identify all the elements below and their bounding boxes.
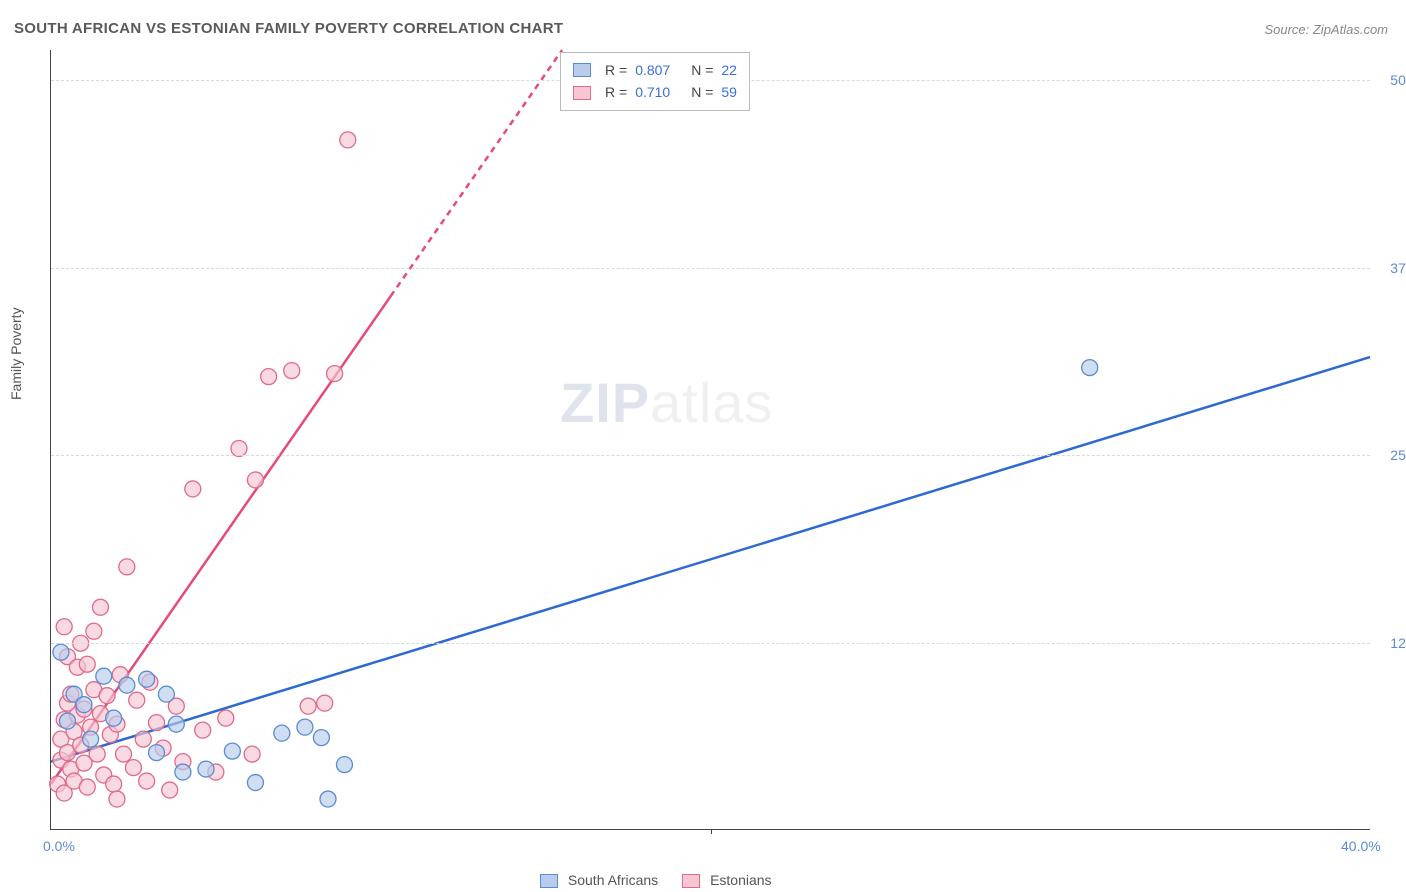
swatch-est-bottom: [682, 874, 700, 888]
legend-row-est: R = 0.710 N = 59: [573, 81, 737, 103]
legend-item-sa: South Africans: [540, 872, 658, 888]
series-legend: South Africans Estonians: [540, 872, 772, 888]
n-value-sa: 22: [721, 59, 737, 81]
r-label: R =: [605, 81, 627, 103]
scatter-svg: [51, 50, 1370, 829]
y-axis-label: Family Poverty: [8, 307, 24, 400]
watermark-bold: ZIP: [560, 371, 650, 434]
swatch-sa-bottom: [540, 874, 558, 888]
xtick-mark: [711, 829, 712, 834]
gridline: [51, 643, 1370, 644]
correlation-legend: R = 0.807 N = 22 R = 0.710 N = 59: [560, 52, 750, 111]
ytick-label: 50.0%: [1375, 72, 1406, 88]
ytick-label: 25.0%: [1375, 447, 1406, 463]
xtick-label: 0.0%: [43, 838, 75, 854]
watermark: ZIPatlas: [560, 370, 773, 435]
xtick-label: 40.0%: [1341, 838, 1381, 854]
source-label: Source: ZipAtlas.com: [1264, 22, 1388, 37]
n-label: N =: [691, 59, 713, 81]
gridline: [51, 268, 1370, 269]
r-value-est: 0.710: [635, 81, 677, 103]
r-value-sa: 0.807: [635, 59, 677, 81]
ytick-label: 37.5%: [1375, 260, 1406, 276]
legend-item-est: Estonians: [682, 872, 771, 888]
r-label: R =: [605, 59, 627, 81]
swatch-est: [573, 86, 591, 100]
gridline: [51, 455, 1370, 456]
chart-title: SOUTH AFRICAN VS ESTONIAN FAMILY POVERTY…: [14, 20, 563, 37]
ytick-label: 12.5%: [1375, 635, 1406, 651]
legend-label-est: Estonians: [710, 872, 771, 888]
chart-plot-area: 12.5%25.0%37.5%50.0%0.0%40.0%: [50, 50, 1370, 830]
n-value-est: 59: [721, 81, 737, 103]
n-label: N =: [691, 81, 713, 103]
swatch-sa: [573, 63, 591, 77]
watermark-rest: atlas: [650, 371, 773, 434]
legend-label-sa: South Africans: [568, 872, 658, 888]
legend-row-sa: R = 0.807 N = 22: [573, 59, 737, 81]
